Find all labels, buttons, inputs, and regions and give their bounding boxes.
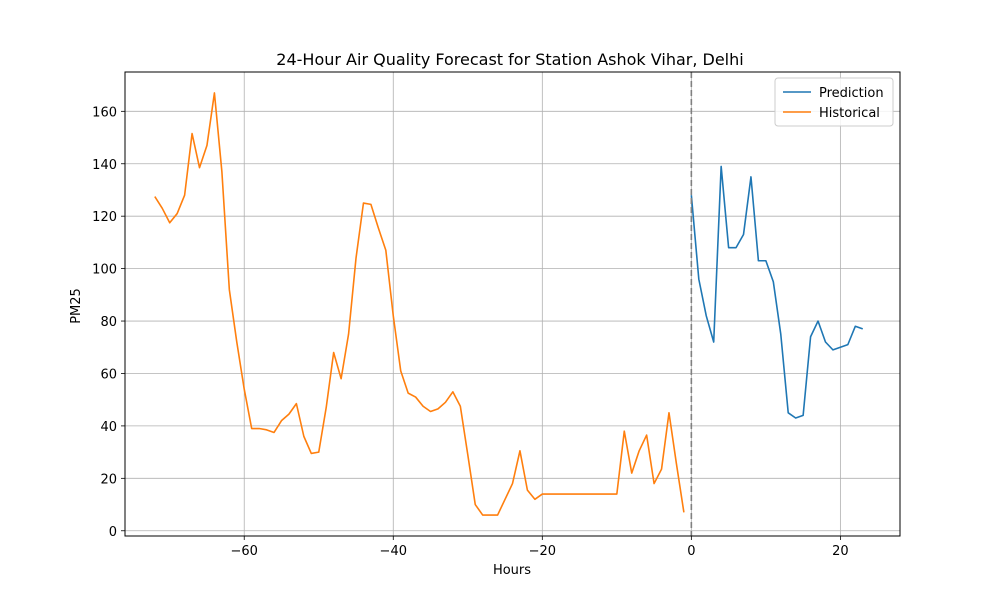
series-line-historical <box>154 92 685 516</box>
series-layer <box>154 72 864 536</box>
x-tick-label: 0 <box>687 544 695 559</box>
x-axis-title: Hours <box>493 563 531 578</box>
y-tick-label: 20 <box>100 472 117 487</box>
x-tick-label: −20 <box>529 544 556 559</box>
y-tick-label: 160 <box>92 105 117 120</box>
x-tick-label: −40 <box>380 544 407 559</box>
legend: Prediction Historical <box>774 77 894 127</box>
axes-frame <box>124 71 901 537</box>
y-tick-label: 0 <box>109 525 117 540</box>
y-tick-label: 140 <box>92 158 117 173</box>
x-tick-label: 20 <box>832 544 849 559</box>
plot-area <box>124 71 901 537</box>
y-tick-label: 120 <box>92 210 117 225</box>
x-tick-label: −60 <box>231 544 258 559</box>
y-axis: 0 20 40 60 80 100 120 140 160 <box>92 105 125 540</box>
x-axis: −60 −40 −20 0 20 <box>231 536 849 559</box>
legend-label-historical: Historical <box>819 106 880 121</box>
legend-box <box>774 77 894 127</box>
y-tick-label: 80 <box>100 315 117 330</box>
series-line-prediction <box>690 165 864 419</box>
y-tick-label: 100 <box>92 263 117 278</box>
y-axis-title: PM25 <box>69 288 84 324</box>
chart-title: 24-Hour Air Quality Forecast for Station… <box>276 50 743 69</box>
grid <box>125 72 900 536</box>
legend-label-prediction: Prediction <box>819 86 884 101</box>
y-tick-label: 40 <box>100 420 117 435</box>
y-tick-label: 60 <box>100 367 117 382</box>
